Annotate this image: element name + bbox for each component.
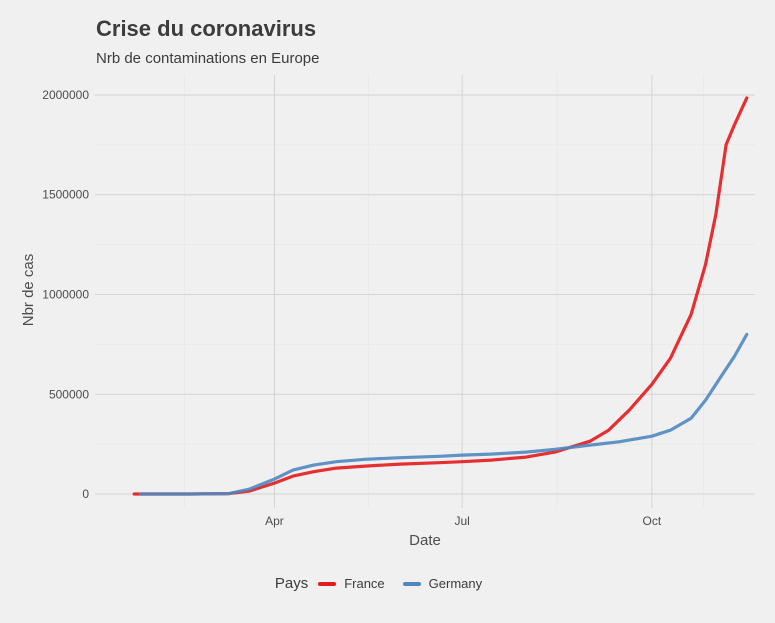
legend-swatch-germany [402,581,421,586]
legend: Pays France Germany [0,575,775,592]
y-tick-label: 1500000 [42,188,89,202]
series-lines [132,96,749,496]
legend-title: Pays [274,575,309,592]
y-tick-label: 0 [82,487,89,501]
y-tick-label: 1000000 [42,287,89,301]
legend-label-germany: Germany [428,576,483,591]
chart-title: Crise du coronavirus [96,16,317,41]
x-tick-label: Oct [643,514,662,528]
x-axis-ticks: Apr Jul Oct [265,514,662,528]
chart-subtitle: Nrb de contaminations en Europe [96,50,320,67]
x-tick-label: Apr [265,514,284,528]
legend-item-germany: Germany [402,576,483,591]
x-tick-label: Jul [454,514,469,528]
y-axis-title: Nbr de cas [20,254,37,327]
legend-item-france: France [318,576,385,591]
series-line-france [132,96,749,496]
series-line-germany [138,332,749,496]
legend-label-france: France [344,576,385,591]
y-tick-label: 2000000 [42,88,89,102]
x-axis-title: Date [409,532,441,549]
legend-swatch-france [318,581,337,586]
y-tick-label: 500000 [49,387,89,401]
gridlines [95,75,755,508]
y-axis-ticks: 0 500000 1000000 1500000 2000000 [42,88,89,501]
